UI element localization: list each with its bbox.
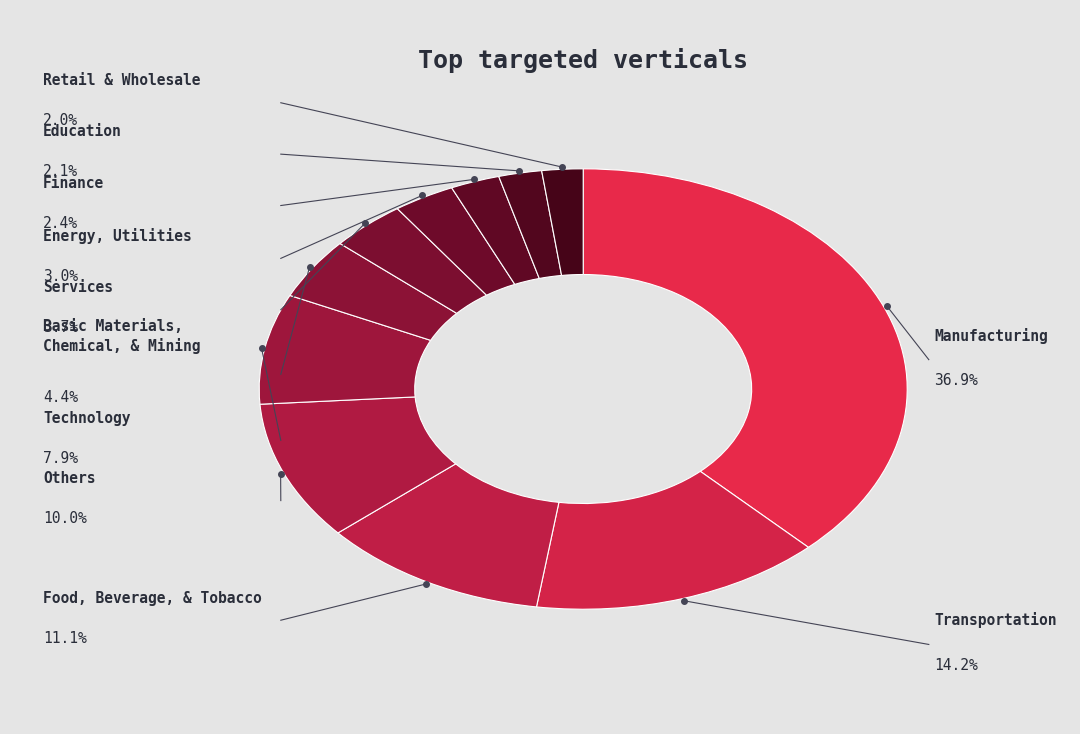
Text: 3.7%: 3.7%	[43, 320, 78, 335]
Text: 3.0%: 3.0%	[43, 269, 78, 283]
Text: Food, Beverage, & Tobacco: Food, Beverage, & Tobacco	[43, 591, 262, 606]
Wedge shape	[340, 208, 487, 313]
Text: Others: Others	[43, 471, 96, 486]
Wedge shape	[451, 176, 539, 284]
Text: Services: Services	[43, 280, 113, 295]
Wedge shape	[289, 244, 457, 341]
Text: 11.1%: 11.1%	[43, 631, 87, 645]
Wedge shape	[397, 188, 515, 295]
Text: 14.2%: 14.2%	[934, 658, 978, 672]
Text: 2.1%: 2.1%	[43, 164, 78, 179]
Text: Education: Education	[43, 125, 122, 139]
Text: 2.0%: 2.0%	[43, 113, 78, 128]
Text: 2.4%: 2.4%	[43, 216, 78, 230]
Text: Finance: Finance	[43, 176, 105, 191]
Text: 7.9%: 7.9%	[43, 451, 78, 465]
Text: Energy, Utilities: Energy, Utilities	[43, 228, 192, 244]
Wedge shape	[260, 397, 456, 533]
Wedge shape	[499, 170, 562, 278]
Wedge shape	[583, 169, 907, 548]
Text: 36.9%: 36.9%	[934, 373, 978, 388]
Text: Top targeted verticals: Top targeted verticals	[418, 48, 748, 73]
Text: Retail & Wholesale: Retail & Wholesale	[43, 73, 201, 88]
Wedge shape	[537, 471, 809, 609]
Wedge shape	[259, 296, 431, 404]
Wedge shape	[542, 169, 583, 275]
Text: Basic Materials,
Chemical, & Mining: Basic Materials, Chemical, & Mining	[43, 319, 201, 354]
Text: 4.4%: 4.4%	[43, 390, 78, 405]
Text: Manufacturing: Manufacturing	[934, 327, 1048, 344]
Text: Technology: Technology	[43, 411, 131, 426]
Wedge shape	[338, 464, 559, 607]
Text: 10.0%: 10.0%	[43, 511, 87, 526]
Text: Transportation: Transportation	[934, 612, 1056, 628]
